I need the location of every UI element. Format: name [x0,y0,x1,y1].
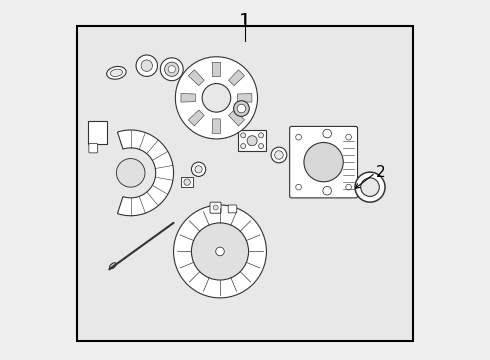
FancyBboxPatch shape [89,144,98,153]
Polygon shape [212,62,220,77]
Circle shape [192,223,248,280]
Bar [238,130,267,152]
Circle shape [275,151,283,159]
Polygon shape [118,130,173,216]
Circle shape [216,247,224,256]
Circle shape [136,55,157,76]
Polygon shape [181,94,196,102]
Circle shape [202,84,231,112]
Circle shape [346,184,351,190]
Polygon shape [188,110,204,126]
Ellipse shape [110,263,116,269]
Circle shape [361,178,379,197]
Circle shape [355,172,385,202]
Ellipse shape [110,69,122,77]
Bar [77,26,413,341]
FancyBboxPatch shape [290,126,358,198]
Polygon shape [212,119,220,133]
Circle shape [323,186,331,195]
Polygon shape [238,94,252,102]
FancyBboxPatch shape [210,202,221,213]
Polygon shape [229,110,245,126]
Bar [181,177,193,187]
Polygon shape [188,70,204,86]
Circle shape [304,143,343,182]
Circle shape [237,104,245,113]
Circle shape [296,134,301,140]
Circle shape [247,136,257,146]
Circle shape [192,162,206,176]
Circle shape [296,184,301,190]
Circle shape [271,147,287,163]
Circle shape [173,205,267,298]
Circle shape [175,57,258,139]
Bar [88,121,107,144]
Circle shape [117,158,145,187]
Circle shape [323,129,331,138]
Circle shape [195,166,202,173]
Text: 2: 2 [376,165,386,180]
Circle shape [213,205,218,210]
Circle shape [165,62,179,76]
FancyBboxPatch shape [228,205,237,213]
Circle shape [184,179,190,185]
Circle shape [241,144,245,149]
Circle shape [241,133,245,138]
Circle shape [141,60,152,71]
Circle shape [259,133,264,138]
Circle shape [259,144,264,149]
Circle shape [234,101,249,116]
Polygon shape [229,70,245,86]
Circle shape [346,134,351,140]
Circle shape [160,58,183,81]
Text: 1: 1 [239,12,251,31]
Circle shape [168,66,175,73]
Ellipse shape [107,67,126,79]
